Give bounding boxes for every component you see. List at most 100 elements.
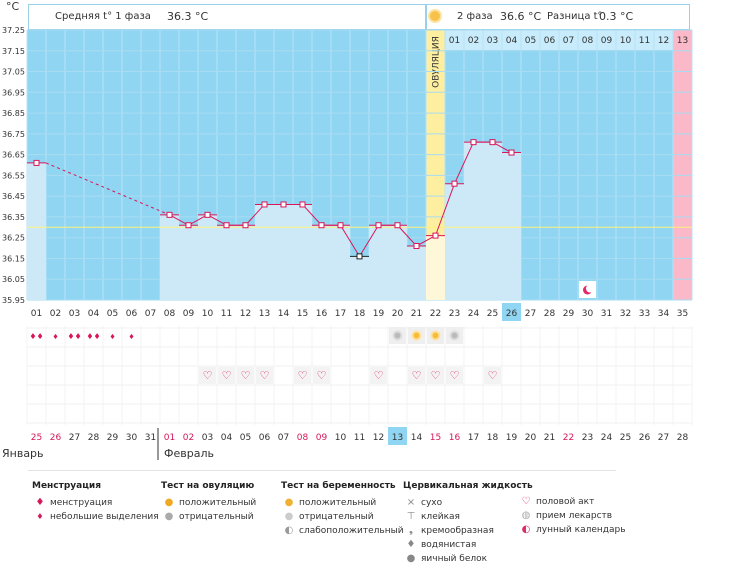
temp-line <box>397 224 417 247</box>
phase2-day-cell <box>445 30 464 50</box>
temp-bar <box>350 256 369 300</box>
creamy-icon: ❟ <box>409 525 413 536</box>
sun-positive-icon <box>430 330 441 341</box>
legend-item: яичный белок <box>421 554 488 564</box>
temp-bar <box>274 204 293 300</box>
temp-point <box>318 222 325 229</box>
temp-point <box>508 149 515 156</box>
temp-line <box>207 214 227 226</box>
phase2-day-label: 08 <box>582 36 594 46</box>
date-label: 18 <box>487 433 499 443</box>
temp-line <box>359 224 379 257</box>
heart-icon: ♡ <box>431 369 441 382</box>
watery-icon: ♦ <box>406 539 416 550</box>
phase2-day-cell <box>578 30 597 50</box>
phase2-day-label: 03 <box>487 36 498 46</box>
phase2-day-cell <box>559 30 578 50</box>
temp-point <box>185 222 192 229</box>
cycle-day-label: 13 <box>259 309 270 319</box>
y-tick-label: 36.25 <box>2 234 25 243</box>
today-date-cell <box>388 427 407 445</box>
temp-point <box>394 222 401 229</box>
phase2-day-cell <box>673 30 692 50</box>
temp-bar <box>445 183 464 300</box>
legend-title: Тест на беременность <box>281 481 396 491</box>
temp-point <box>489 139 496 146</box>
y-tick-label: 36.35 <box>2 213 25 222</box>
temp-point <box>299 201 306 208</box>
temp-point <box>432 232 439 239</box>
phase2-day-label: 11 <box>639 36 650 46</box>
phase2-day-cell <box>502 30 521 50</box>
date-label: 28 <box>88 433 100 443</box>
phase2-day-cell <box>464 30 483 50</box>
date-label: 21 <box>544 433 555 443</box>
sun-negative-icon <box>449 330 460 341</box>
heart-icon: ♡ <box>488 369 498 382</box>
date-label: 24 <box>601 433 613 443</box>
cycle-day-label: 16 <box>316 309 328 319</box>
temp-bar <box>255 204 274 300</box>
temp-bar <box>27 162 46 300</box>
legend-item: водянистая <box>421 540 477 550</box>
legend-title: Менструация <box>32 481 101 491</box>
cycle-day-label: 15 <box>297 309 308 319</box>
today-cycle-cell <box>502 303 521 321</box>
date-label: 13 <box>392 433 403 443</box>
date-label: 17 <box>468 433 479 443</box>
temp-point <box>223 222 230 229</box>
legend-item: сухо <box>421 498 443 508</box>
moon-cutout <box>586 284 594 293</box>
heart-cell <box>427 367 444 384</box>
cycle-day-label: 32 <box>620 309 631 319</box>
cycle-day-label: 14 <box>278 309 290 319</box>
temp-bar <box>407 246 426 300</box>
temp-point <box>261 201 268 208</box>
heart-icon: ♡ <box>298 369 308 382</box>
cycle-day-label: 22 <box>430 309 441 319</box>
temp-point <box>470 139 477 146</box>
temp-line <box>416 235 436 247</box>
date-label: 12 <box>373 433 384 443</box>
cycle-day-label: 12 <box>240 309 251 319</box>
menstruation-mark: ♦ <box>128 333 134 341</box>
diff-label: Разница t° <box>547 11 603 22</box>
month-january: Январь <box>2 447 44 460</box>
legend-title: Тест на овуляцию <box>161 481 255 491</box>
cycle-day-label: 01 <box>31 309 42 319</box>
sun-negative-icon <box>392 330 403 341</box>
heart-cell <box>256 367 273 384</box>
sun-icon <box>430 11 440 21</box>
date-label: 03 <box>202 433 213 443</box>
cycle-day-label: 08 <box>164 309 176 319</box>
temp-bar <box>331 225 350 300</box>
sticky-icon: ⊤ <box>406 511 416 522</box>
temp-line <box>45 162 170 216</box>
heart-icon: ♡ <box>203 369 213 382</box>
temp-point <box>337 222 344 229</box>
heart-icon: ♡ <box>241 369 251 382</box>
bbt-chart: ОВУЛЯЦИЯ 01 02 03 04 05 06 07 08 09 10 11 12 13 37.25 3… <box>2 26 693 460</box>
date-label: 26 <box>50 433 62 443</box>
temp-bar <box>236 225 255 300</box>
ovulation-label: ОВУЛЯЦИЯ <box>432 36 442 88</box>
cycle-day-label: 17 <box>335 309 346 319</box>
y-tick-label: 36.75 <box>2 130 25 139</box>
cycle-day-label: 31 <box>601 309 612 319</box>
heart-cell <box>484 367 501 384</box>
date-label: 19 <box>506 433 518 443</box>
legend-item: кремообразная <box>421 526 494 536</box>
heart-cell <box>313 367 330 384</box>
cycle-day-label: 26 <box>506 309 518 319</box>
heart-cell <box>199 367 216 384</box>
cycle-day-label: 06 <box>126 309 138 319</box>
temp-point <box>242 222 249 229</box>
date-label: 28 <box>677 433 689 443</box>
last-day-column <box>673 30 692 300</box>
phase2-day-label: 02 <box>468 36 479 46</box>
cycle-day-label: 19 <box>373 309 385 319</box>
cycle-day-label: 18 <box>354 309 366 319</box>
date-label: 30 <box>126 433 138 443</box>
date-label: 02 <box>183 433 194 443</box>
temp-line <box>435 183 455 236</box>
